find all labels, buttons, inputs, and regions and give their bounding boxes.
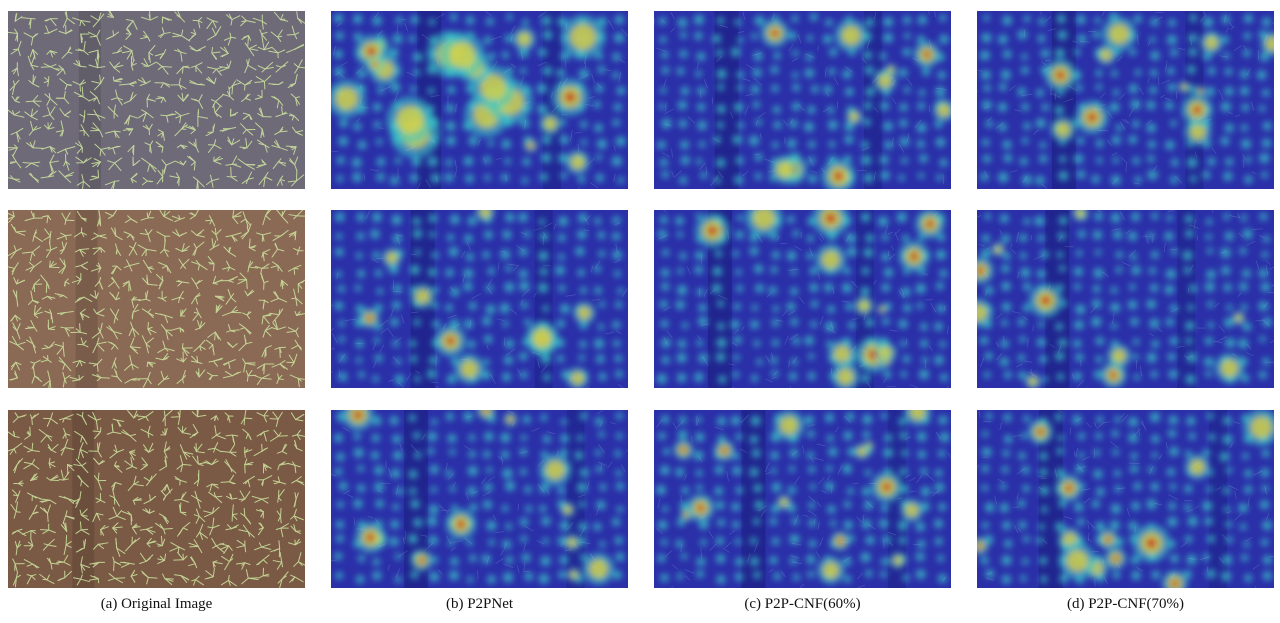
caption-p2p-cnf-60: (c) P2P-CNF(60%) (744, 596, 861, 612)
p2p-cnf-60-heatmap-row1 (654, 11, 951, 189)
p2p-cnf-60-heatmap-row3 (654, 410, 951, 588)
p2p-cnf-70-heatmap-row2 (977, 210, 1274, 388)
p2p-cnf-70-heatmap-row3 (977, 410, 1274, 588)
caption-original-image: (a) Original Image (100, 596, 213, 612)
p2pnet-heatmap-row3 (331, 410, 628, 588)
original-image-row2 (8, 210, 305, 388)
p2p-cnf-70-heatmap-row1 (977, 11, 1274, 189)
p2p-cnf-60-heatmap-row2 (654, 210, 951, 388)
p2pnet-heatmap-row2 (331, 210, 628, 388)
original-image-row3 (8, 410, 305, 588)
caption-p2p-cnf-70: (d) P2P-CNF(70%) (1066, 596, 1185, 612)
original-image-row1 (8, 11, 305, 189)
caption-p2pnet: (b) P2PNet (445, 596, 514, 612)
p2pnet-heatmap-row1 (331, 11, 628, 189)
